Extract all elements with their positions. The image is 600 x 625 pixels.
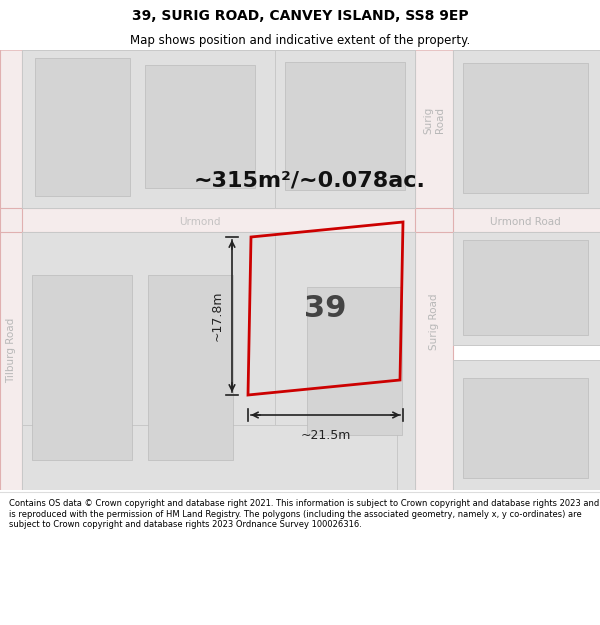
- Bar: [463, 63, 588, 193]
- Bar: [275, 232, 415, 490]
- Text: Urmond Road: Urmond Road: [490, 217, 560, 227]
- Bar: [148, 275, 233, 460]
- Bar: [415, 50, 453, 490]
- Bar: [145, 65, 255, 188]
- Bar: [463, 240, 588, 335]
- Bar: [453, 232, 600, 345]
- Text: ~17.8m: ~17.8m: [211, 291, 224, 341]
- Bar: [453, 360, 600, 490]
- Text: 39, SURIG ROAD, CANVEY ISLAND, SS8 9EP: 39, SURIG ROAD, CANVEY ISLAND, SS8 9EP: [131, 9, 469, 23]
- Bar: [275, 50, 415, 208]
- Bar: [0, 208, 600, 232]
- Text: Surig Road: Surig Road: [429, 294, 439, 350]
- Bar: [22, 50, 275, 208]
- Bar: [307, 287, 402, 435]
- Text: Map shows position and indicative extent of the property.: Map shows position and indicative extent…: [130, 34, 470, 47]
- Text: 39: 39: [304, 294, 347, 323]
- Text: ~315m²/~0.078ac.: ~315m²/~0.078ac.: [194, 170, 426, 190]
- Bar: [22, 232, 275, 490]
- Text: Contains OS data © Crown copyright and database right 2021. This information is : Contains OS data © Crown copyright and d…: [9, 499, 599, 529]
- Bar: [285, 62, 405, 190]
- Bar: [0, 50, 22, 490]
- Bar: [22, 425, 397, 490]
- Bar: [463, 378, 588, 478]
- Text: Tilburg Road: Tilburg Road: [6, 318, 16, 382]
- Bar: [32, 275, 132, 460]
- Bar: [453, 50, 600, 208]
- Text: ~21.5m: ~21.5m: [301, 429, 350, 442]
- Bar: [35, 58, 130, 196]
- Text: Urmond: Urmond: [179, 217, 221, 227]
- Text: Surig
Road: Surig Road: [423, 106, 445, 134]
